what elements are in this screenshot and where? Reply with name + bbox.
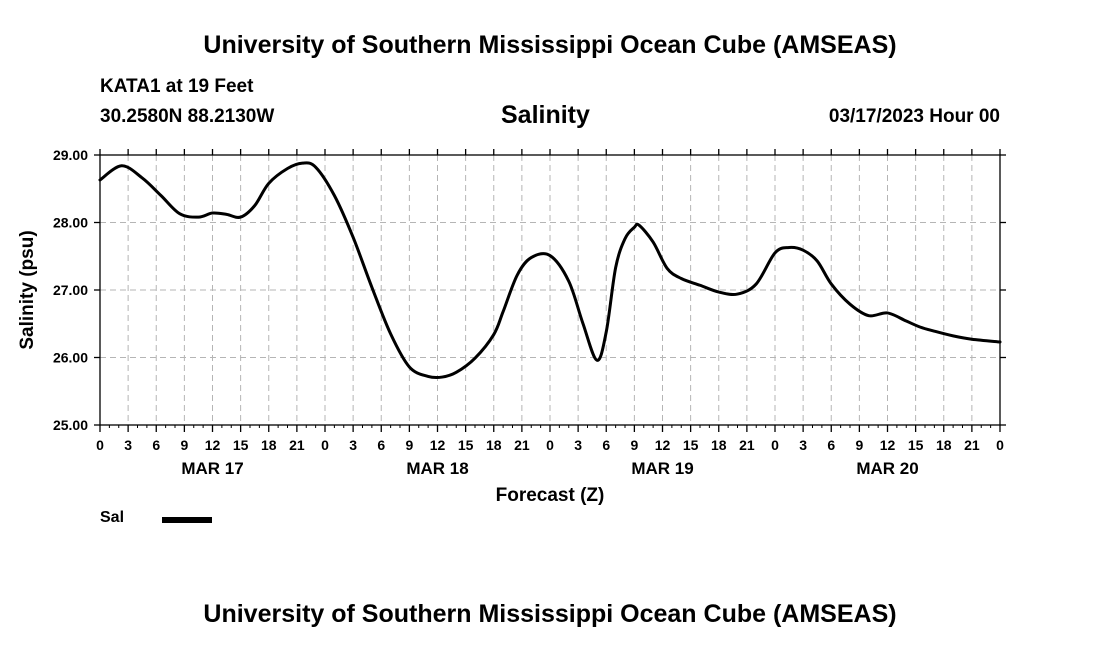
y-tick-label: 28.00 — [53, 215, 88, 231]
y-axis-tick-labels: 25.00 26.00 27.00 28.00 29.00 — [53, 147, 88, 433]
x-tick-label: 3 — [574, 437, 582, 453]
x-tick-label: 12 — [655, 437, 671, 453]
x-tick-label: 12 — [205, 437, 221, 453]
x-tick-label: 9 — [630, 437, 638, 453]
legend-label: Sal — [100, 509, 125, 526]
x-tick-label: 12 — [880, 437, 896, 453]
x-tick-label: 3 — [349, 437, 357, 453]
x-tick-label: 15 — [683, 437, 699, 453]
station-coordinates: 30.2580N 88.2130W — [100, 106, 275, 127]
forecast-datetime: 03/17/2023 Hour 00 — [828, 106, 1000, 127]
x-tick-label: 3 — [799, 437, 807, 453]
x-tick-label: 6 — [152, 437, 160, 453]
axis-ticks — [94, 149, 1006, 432]
y-axis-label: Salinity (psu) — [17, 230, 38, 349]
x-tick-label: 12 — [430, 437, 446, 453]
x-tick-label: 15 — [908, 437, 924, 453]
x-tick-label: 6 — [827, 437, 835, 453]
legend-swatch — [162, 517, 212, 523]
day-label: MAR 20 — [856, 459, 918, 478]
station-label: KATA1 at 19 Feet — [100, 76, 254, 97]
x-tick-label: 0 — [996, 437, 1004, 453]
top-title: University of Southern Mississippi Ocean… — [203, 31, 897, 59]
x-tick-label: 0 — [546, 437, 554, 453]
x-tick-label: 9 — [855, 437, 863, 453]
y-tick-label: 29.00 — [53, 147, 88, 163]
x-tick-label: 15 — [233, 437, 249, 453]
x-tick-label: 21 — [739, 437, 755, 453]
x-tick-label: 21 — [964, 437, 980, 453]
x-tick-label: 6 — [602, 437, 610, 453]
x-tick-label: 18 — [261, 437, 277, 453]
x-tick-label: 21 — [289, 437, 305, 453]
x-tick-label: 9 — [405, 437, 413, 453]
series-line-sal — [98, 161, 1002, 380]
day-label: MAR 19 — [631, 459, 693, 478]
day-label: MAR 18 — [406, 459, 468, 478]
x-tick-label: 15 — [458, 437, 474, 453]
x-tick-label: 9 — [180, 437, 188, 453]
x-tick-label: 18 — [486, 437, 502, 453]
day-label: MAR 17 — [181, 459, 243, 478]
bottom-title: University of Southern Mississippi Ocean… — [203, 600, 897, 628]
chart-title: Salinity — [501, 101, 590, 129]
x-axis-tick-labels: 0 3 6 9 12 15 18 21 0 3 6 9 12 15 18 21 0 3 6 9 12 15 18 21 0 3 6 9… — [96, 437, 1004, 453]
y-tick-label: 25.00 — [53, 417, 88, 433]
y-tick-label: 27.00 — [53, 282, 88, 298]
x-tick-label: 0 — [771, 437, 779, 453]
x-tick-label: 0 — [96, 437, 104, 453]
x-tick-label: 0 — [321, 437, 329, 453]
x-axis-day-labels: MAR 17 MAR 18 MAR 19 MAR 20 — [181, 459, 918, 478]
y-tick-label: 26.00 — [53, 350, 88, 366]
x-axis-label: Forecast (Z) — [496, 485, 605, 506]
grid-lines — [100, 154, 1000, 425]
x-tick-label: 3 — [124, 437, 132, 453]
x-tick-label: 18 — [711, 437, 727, 453]
x-tick-label: 21 — [514, 437, 530, 453]
x-tick-label: 18 — [936, 437, 952, 453]
x-tick-label: 6 — [377, 437, 385, 453]
